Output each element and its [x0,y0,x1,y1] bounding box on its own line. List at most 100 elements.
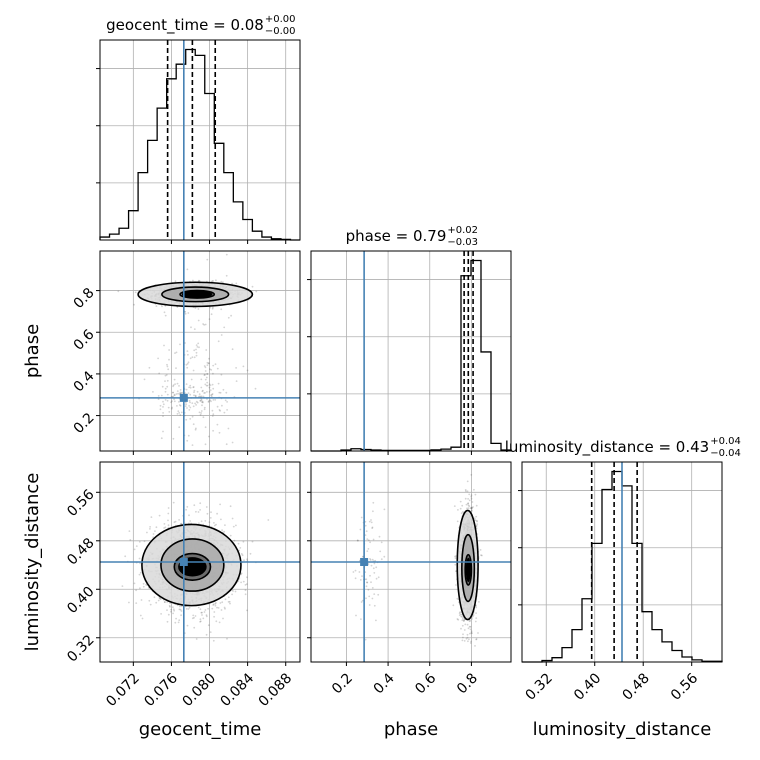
sample-point [476,523,479,525]
sample-point [180,392,183,394]
sample-point [199,509,202,511]
sample-point [470,632,473,634]
sample-point [159,404,162,407]
sample-point [211,409,214,412]
sample-point [172,452,174,454]
sample-point [214,363,217,366]
sample-point [470,506,473,509]
sample-point [225,253,228,256]
sample-point [128,530,131,532]
sample-point [222,617,224,620]
sample-point [189,393,192,396]
sample-point [203,365,206,367]
sample-point [199,502,202,505]
sample-point [460,613,462,616]
sample-point [205,633,208,636]
sample-point [213,611,216,613]
sample-point [195,404,198,406]
sample-point [201,400,204,403]
sample-point [168,358,170,361]
sample-point [161,385,164,388]
sample-point [471,501,474,503]
sample-point [173,378,176,381]
sample-point [167,406,170,409]
sample-point [251,285,254,288]
sample-point [207,607,210,610]
sample-point [197,342,200,345]
sample-point [194,615,197,617]
sample-point [222,281,224,284]
sample-point [229,602,231,605]
scatter-panel-geocent_time-phase [96,250,301,459]
sample-point [172,385,175,388]
sample-point [162,430,164,433]
sample-point [206,361,209,364]
sample-point [206,452,208,454]
sample-point [468,620,471,623]
sample-point [162,403,165,406]
sample-point [227,601,230,603]
sample-point [203,408,206,411]
sample-point [467,627,470,630]
sample-point [187,392,190,394]
sample-point [211,457,213,459]
sample-point [203,611,206,613]
sample-point [194,402,197,405]
sample-point [204,373,206,376]
sample-point [189,418,192,420]
sample-point [204,378,207,381]
sample-point [178,404,181,406]
sample-point [474,645,476,647]
sample-point [201,614,203,616]
sample-point [224,607,226,610]
sample-point [189,357,192,360]
sample-point [465,503,468,506]
sample-point [232,590,234,592]
sample-point [188,514,190,517]
sample-point [166,393,169,396]
sample-point [215,523,217,526]
sample-point [466,480,469,483]
sample-point [244,584,247,586]
sample-point [180,614,183,617]
sample-point [206,364,209,366]
sample-point [239,547,242,549]
sample-point [166,399,169,402]
sample-point [196,346,199,348]
sample-point [173,609,176,612]
sample-point [200,395,203,398]
sample-point [223,326,226,329]
sample-point [162,406,164,408]
sample-point [164,380,166,382]
sample-point [249,552,252,555]
sample-point [174,280,177,283]
sample-point [133,548,136,551]
sample-point [243,559,245,562]
sample-point [211,393,213,396]
sample-point [194,395,197,398]
sample-point [211,415,214,417]
sample-point [186,362,189,365]
sample-point [193,616,195,619]
sample-point [202,323,205,325]
sample-point [470,495,473,498]
sample-point [469,632,471,635]
sample-point [235,282,238,285]
sample-point [475,612,477,614]
sample-point [235,380,238,382]
sample-point [199,608,202,611]
sample-point [185,388,188,391]
sample-point [148,599,151,602]
sample-point [210,400,212,403]
sample-point [200,412,203,414]
sample-point [187,434,190,437]
sample-point [468,505,471,508]
sample-point [211,607,214,610]
sample-point [177,410,180,413]
sample-point [191,356,194,359]
sample-point [458,612,461,615]
sample-point [470,474,473,476]
sample-point [167,519,169,522]
sample-point [180,522,183,525]
sample-point [220,518,222,521]
